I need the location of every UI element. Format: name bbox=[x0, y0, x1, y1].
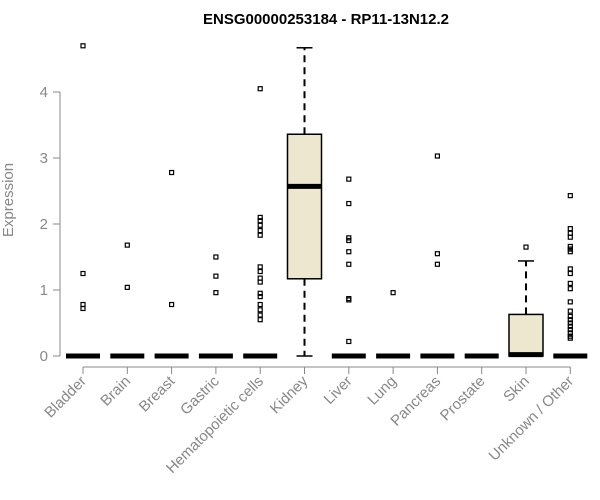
outlier-point bbox=[257, 317, 263, 323]
outlier-point bbox=[523, 244, 529, 250]
outlier-point bbox=[257, 290, 263, 296]
box-group bbox=[420, 153, 455, 359]
outlier-point bbox=[257, 294, 263, 300]
box-group bbox=[154, 169, 189, 359]
outlier-point bbox=[567, 266, 573, 272]
outlier-point bbox=[567, 313, 573, 319]
outlier-point bbox=[213, 273, 219, 279]
outlier-point bbox=[346, 235, 352, 241]
outlier-point bbox=[169, 301, 175, 308]
outlier-point bbox=[567, 243, 573, 250]
outlier-point bbox=[567, 249, 573, 255]
x-tick-label: Lung bbox=[364, 373, 400, 409]
outlier-point bbox=[346, 200, 352, 207]
outlier-point bbox=[346, 261, 352, 267]
x-tick-label: Breast bbox=[136, 372, 179, 415]
outlier-point bbox=[346, 176, 352, 182]
outlier-point bbox=[257, 214, 263, 220]
y-tick-label: 3 bbox=[40, 150, 48, 167]
outlier-point bbox=[567, 226, 573, 232]
outlier-point bbox=[124, 284, 130, 290]
outlier-point bbox=[567, 193, 573, 199]
outlier-point bbox=[567, 327, 573, 333]
box-group bbox=[553, 193, 588, 359]
outlier-point bbox=[346, 338, 352, 345]
x-tick-label: Brain bbox=[97, 373, 134, 410]
outlier-point bbox=[257, 218, 263, 224]
outlier-point bbox=[567, 320, 573, 326]
outlier-point bbox=[124, 242, 130, 248]
outlier-point bbox=[346, 297, 352, 303]
x-tick-label: Skin bbox=[500, 373, 533, 406]
outlier-point bbox=[434, 251, 440, 257]
box-group bbox=[286, 47, 323, 357]
x-tick-label: Prostate bbox=[437, 373, 489, 425]
outlier-point bbox=[434, 261, 440, 267]
box-iqr bbox=[508, 313, 544, 357]
outlier-point bbox=[567, 286, 573, 292]
outlier-point bbox=[213, 290, 219, 296]
x-tick-label: Liver bbox=[321, 373, 356, 408]
outlier-point bbox=[567, 308, 573, 314]
outlier-point bbox=[567, 234, 573, 240]
outlier-point bbox=[257, 264, 263, 270]
outlier-point bbox=[434, 153, 440, 159]
box-group bbox=[331, 176, 366, 359]
y-tick-label: 1 bbox=[40, 282, 48, 299]
x-tick-label: Unknown / Other bbox=[486, 373, 578, 465]
outlier-point bbox=[213, 254, 219, 260]
outlier-point bbox=[567, 299, 573, 305]
x-tick-label: Kidney bbox=[267, 372, 312, 417]
outlier-point bbox=[257, 232, 263, 238]
outlier-point bbox=[567, 246, 573, 252]
outlier-point bbox=[346, 237, 352, 244]
outlier-point bbox=[567, 335, 573, 341]
outlier-point bbox=[257, 86, 263, 92]
box-group bbox=[243, 86, 278, 359]
outlier-point bbox=[346, 295, 352, 302]
outlier-point bbox=[257, 279, 263, 285]
box-group bbox=[198, 254, 233, 359]
y-tick-label: 2 bbox=[40, 216, 48, 233]
outlier-point bbox=[80, 305, 86, 312]
box-group bbox=[66, 43, 100, 359]
outlier-point bbox=[346, 249, 352, 255]
outlier-point bbox=[169, 169, 175, 176]
outlier-point bbox=[80, 43, 86, 49]
outlier-point bbox=[80, 270, 86, 277]
box-group bbox=[508, 244, 544, 358]
outlier-point bbox=[567, 323, 573, 329]
outlier-point bbox=[257, 307, 263, 313]
outlier-point bbox=[567, 317, 573, 323]
outlier-point bbox=[257, 268, 263, 275]
box-iqr bbox=[286, 133, 323, 280]
outlier-point bbox=[257, 312, 263, 318]
outlier-point bbox=[257, 222, 263, 228]
outlier-point bbox=[257, 228, 263, 234]
y-axis-label: Expression bbox=[0, 163, 17, 237]
boxes bbox=[66, 43, 588, 359]
y-tick-label: 4 bbox=[40, 84, 48, 101]
outlier-point bbox=[567, 270, 573, 277]
box-group bbox=[110, 242, 145, 359]
x-tick-label: Bladder bbox=[41, 373, 90, 422]
outlier-point bbox=[257, 301, 263, 308]
outlier-point bbox=[390, 290, 396, 296]
outlier-point bbox=[567, 330, 573, 336]
chart-title: ENSG00000253184 - RP11-13N12.2 bbox=[203, 11, 449, 28]
outlier-point bbox=[567, 280, 573, 286]
box-group bbox=[376, 290, 411, 359]
y-tick-label: 0 bbox=[40, 348, 48, 365]
